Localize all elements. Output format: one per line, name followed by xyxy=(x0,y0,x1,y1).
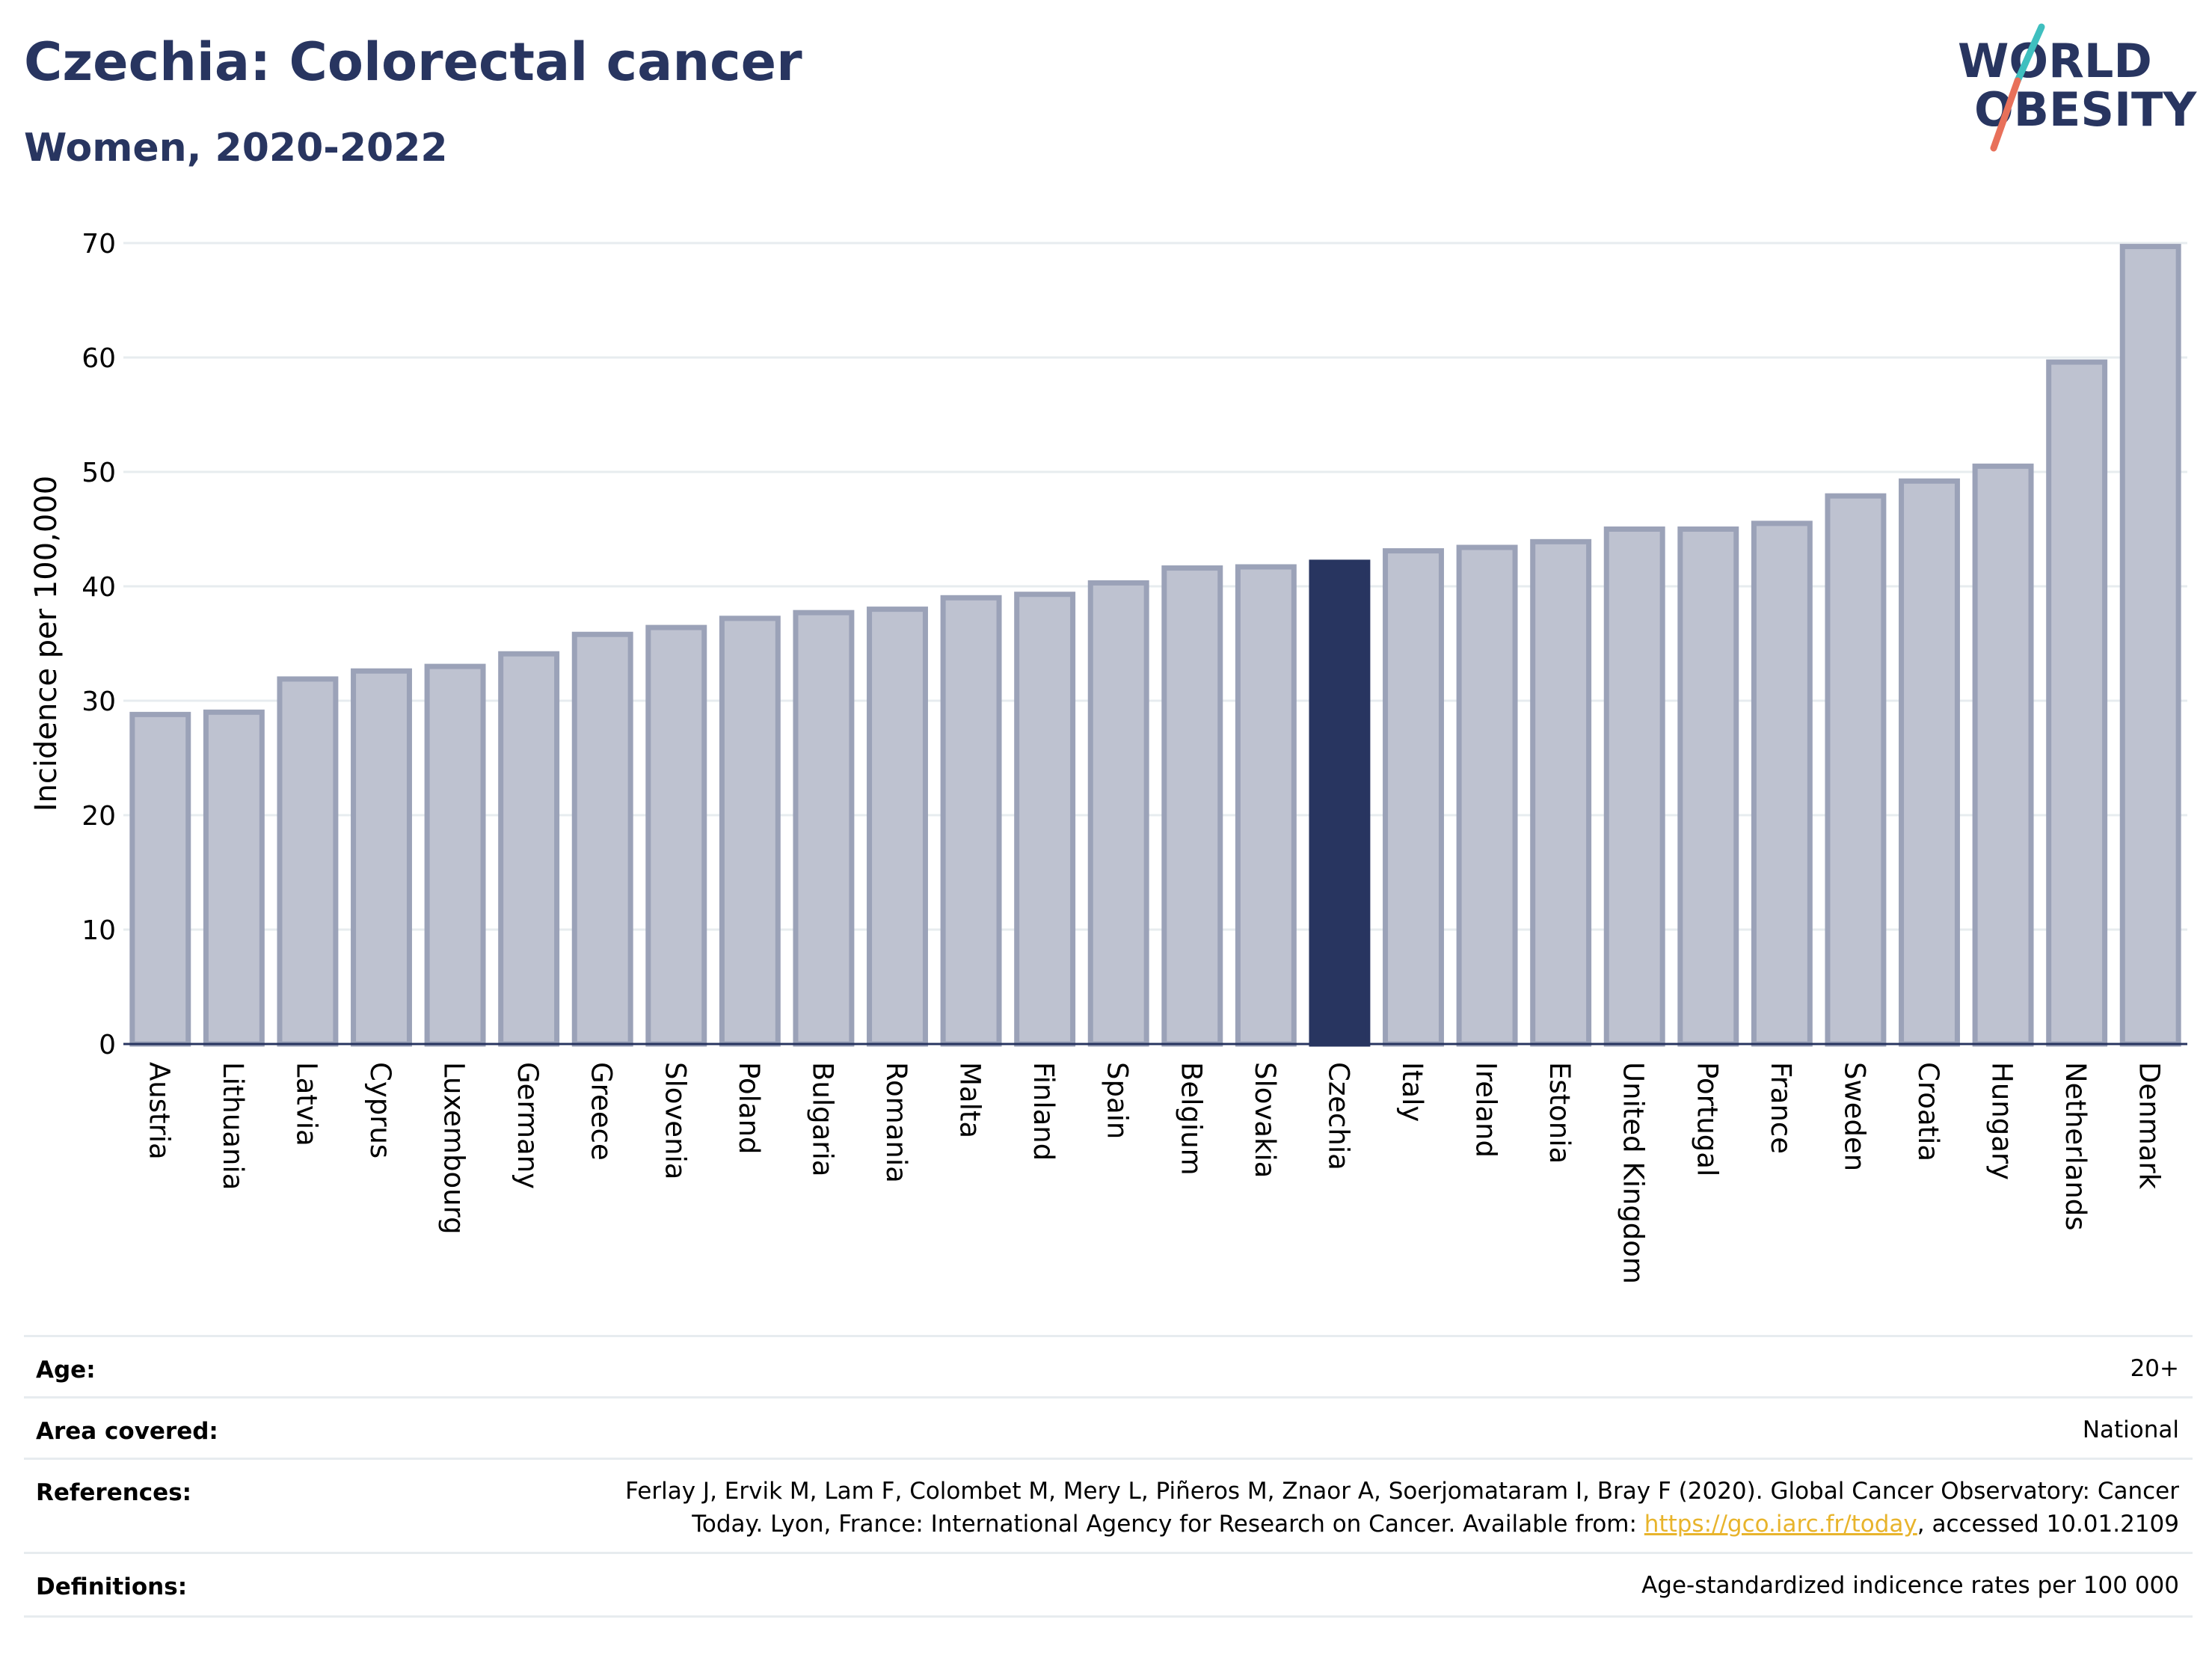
bar-greece xyxy=(571,631,633,1047)
bar-chart: 0 10 20 30 40 50 60 70 Incidence per 100,000 Aust… xyxy=(29,229,2187,1284)
bar-estonia xyxy=(1530,538,1592,1047)
x-tick-label: Spain xyxy=(1102,1062,1134,1139)
bar-germany xyxy=(498,651,560,1047)
bar-denmark xyxy=(2119,244,2181,1047)
y-tick-label: 40 xyxy=(82,572,116,603)
x-tick-label: Malta xyxy=(954,1062,986,1138)
x-tick-label: Slovenia xyxy=(659,1062,691,1179)
bar-bulgaria xyxy=(793,610,855,1047)
bar-malta xyxy=(940,595,1002,1047)
y-tick-label: 70 xyxy=(82,229,116,260)
bar-latvia xyxy=(277,676,339,1047)
x-tick-label: Croatia xyxy=(1912,1062,1944,1161)
logo-slash-teal xyxy=(2014,23,2045,85)
definitions-value: Age-standardized indicence rates per 100… xyxy=(1641,1572,2179,1599)
x-tick-label: United Kingdom xyxy=(1617,1062,1650,1284)
bar-spain xyxy=(1087,580,1149,1047)
bar-belgium xyxy=(1161,565,1223,1047)
y-tick-label: 30 xyxy=(82,687,116,717)
bar-austria xyxy=(129,711,191,1047)
page-subtitle: Women, 2020-2022 xyxy=(24,126,448,171)
bar-france xyxy=(1751,521,1813,1047)
x-tick-label: Greece xyxy=(586,1062,618,1161)
x-tick-label: Estonia xyxy=(1543,1062,1576,1164)
references-line1: Ferlay J, Ervik M, Lam F, Colombet M, Me… xyxy=(625,1478,2179,1505)
info-row-area: Area covered: National xyxy=(24,1396,2193,1460)
y-tick-label: 60 xyxy=(82,343,116,374)
area-label: Area covered: xyxy=(36,1418,218,1445)
bar-slovakia xyxy=(1235,564,1297,1047)
references-label: References: xyxy=(36,1479,192,1506)
y-tick-label: 20 xyxy=(82,801,116,832)
bar-lithuania xyxy=(203,709,265,1047)
x-tick-label: Lithuania xyxy=(217,1062,249,1190)
x-tick-label: Cyprus xyxy=(364,1062,396,1158)
bar-poland xyxy=(719,615,781,1047)
age-label: Age: xyxy=(36,1357,96,1384)
bar-sweden xyxy=(1825,493,1887,1047)
x-tick-label: Finland xyxy=(1027,1062,1060,1161)
references-link[interactable]: https://gco.iarc.fr/today xyxy=(1644,1511,1917,1538)
bar-united-kingdom xyxy=(1603,526,1665,1047)
info-row-references: References: Ferlay J, Ervik M, Lam F, Co… xyxy=(24,1458,2193,1554)
logo-text-world: WORLD xyxy=(1958,34,2152,88)
bar-slovenia xyxy=(645,624,707,1047)
area-value: National xyxy=(2082,1416,2179,1443)
references-line2-pre: Today. Lyon, France: International Agenc… xyxy=(692,1511,1644,1538)
x-tick-label: France xyxy=(1765,1062,1797,1154)
bar-hungary xyxy=(1972,463,2034,1047)
x-tick-label: Czechia xyxy=(1322,1062,1354,1170)
bar-portugal xyxy=(1677,526,1739,1047)
bar-luxembourg xyxy=(424,663,486,1047)
bar-netherlands xyxy=(2046,359,2108,1047)
x-tick-label: Romania xyxy=(880,1062,912,1183)
references-line2-post: , accessed 10.01.2109 xyxy=(1917,1511,2179,1538)
x-tick-label: Italy xyxy=(1396,1062,1428,1122)
x-tick-label: Latvia xyxy=(290,1062,322,1146)
bar-cyprus xyxy=(351,668,412,1047)
y-tick-label: 50 xyxy=(82,458,116,488)
world-obesity-logo: WORLD OBESITY xyxy=(1958,23,2197,152)
x-tick-label: Poland xyxy=(733,1062,765,1155)
logo-slash-coral xyxy=(1990,77,2021,152)
bar-italy xyxy=(1383,548,1444,1047)
x-tick-label: Netherlands xyxy=(2059,1062,2092,1231)
x-tick-label: Ireland xyxy=(1470,1062,1502,1158)
y-tick-label: 0 xyxy=(99,1030,116,1060)
x-tick-label: Sweden xyxy=(1838,1062,1870,1171)
x-tick-label: Portugal xyxy=(1691,1062,1723,1176)
bar-czechia xyxy=(1309,559,1371,1047)
info-row-age: Age: 20+ xyxy=(24,1335,2193,1398)
bar-ireland xyxy=(1456,544,1518,1047)
x-tick-label: Luxembourg xyxy=(438,1062,470,1235)
y-tick-label: 10 xyxy=(82,915,116,946)
references-line2: Today. Lyon, France: International Agenc… xyxy=(384,1508,2179,1541)
x-tick-label: Denmark xyxy=(2133,1062,2166,1190)
x-tick-label: Germany xyxy=(511,1062,544,1189)
bar-finland xyxy=(1014,592,1076,1047)
x-tick-label: Belgium xyxy=(1175,1062,1207,1176)
references-value: Ferlay J, Ervik M, Lam F, Colombet M, Me… xyxy=(384,1475,2179,1541)
definitions-label: Definitions: xyxy=(36,1573,188,1600)
age-value: 20+ xyxy=(2130,1355,2179,1382)
x-tick-label: Slovakia xyxy=(1249,1062,1281,1178)
page-title: Czechia: Colorectal cancer xyxy=(24,31,802,93)
x-tick-label: Austria xyxy=(143,1062,175,1160)
x-tick-label: Bulgaria xyxy=(806,1062,838,1176)
info-row-definitions: Definitions: Age-standardized indicence … xyxy=(24,1552,2193,1618)
bar-romania xyxy=(867,607,928,1047)
y-axis-label: Incidence per 100,000 xyxy=(29,476,64,812)
x-tick-label: Hungary xyxy=(1986,1062,2018,1180)
bar-croatia xyxy=(1899,478,1960,1047)
